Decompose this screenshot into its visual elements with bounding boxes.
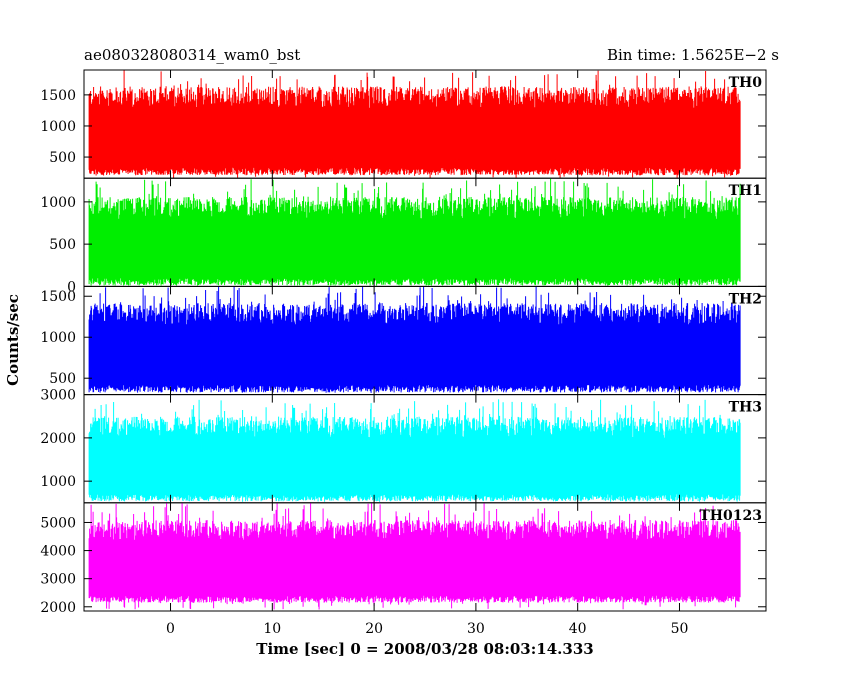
panel-th3: 1000 2000 3000 TH3	[40, 388, 767, 504]
x-tick-label: 10	[263, 621, 281, 637]
panel-frame	[83, 502, 767, 612]
panel-th2: 500 1000 1500 TH2	[40, 285, 767, 396]
y-tick-label: 500	[49, 237, 76, 253]
x-tick-label: 0	[166, 621, 175, 637]
panel-label: TH2	[729, 291, 762, 307]
y-tick-label: 2000	[40, 431, 76, 447]
y-tick-label: 5000	[40, 515, 76, 531]
y-tick-label: 1000	[40, 119, 76, 135]
y-tick-label: 1000	[40, 474, 76, 490]
x-tick-label: 40	[569, 621, 587, 637]
y-axis-label: Counts/sec	[4, 294, 22, 386]
x-axis-label: Time [sec] 0 = 2008/03/28 08:03:14.333	[256, 640, 593, 658]
y-tick-label: 500	[49, 150, 76, 166]
panel-label: TH0	[729, 75, 763, 91]
chart-title-left: ae080328080314_wam0_bst	[84, 46, 300, 64]
panel-label: TH3	[729, 400, 762, 416]
x-tick-label: 50	[671, 621, 689, 637]
y-tick-label: 1500	[40, 88, 76, 104]
panel-label: TH0123	[699, 508, 762, 524]
y-tick-label: 3000	[40, 388, 76, 404]
chart-title-right: Bin time: 1.5625E−2 s	[607, 46, 779, 64]
y-tick-label: 3000	[40, 572, 76, 588]
panel-th1: 0 500 1000 TH1	[40, 177, 767, 295]
series-line-th2	[88, 286, 741, 393]
y-tick-label: 1000	[40, 330, 76, 346]
y-tick-label: 4000	[40, 544, 76, 560]
panel-th0: 500 1000 1500 TH0	[40, 69, 767, 179]
x-tick-label: 20	[365, 621, 383, 637]
series-line-th3	[88, 399, 741, 502]
panel-label: TH1	[729, 183, 762, 199]
panel-th0123: 2000 3000 4000 5000 TH0123	[40, 502, 767, 616]
y-tick-label: 2000	[40, 600, 76, 616]
x-axis: 0 10 20 30 40 50	[166, 621, 688, 637]
series-line-th0	[88, 70, 741, 179]
series-line-th1	[88, 178, 741, 286]
y-tick-label: 1000	[40, 195, 76, 211]
series-line-th0123	[88, 502, 741, 610]
y-tick-label: 500	[49, 371, 76, 387]
y-tick-label: 1500	[40, 289, 76, 305]
x-tick-label: 30	[467, 621, 485, 637]
y-tick-label: 0	[67, 279, 76, 295]
